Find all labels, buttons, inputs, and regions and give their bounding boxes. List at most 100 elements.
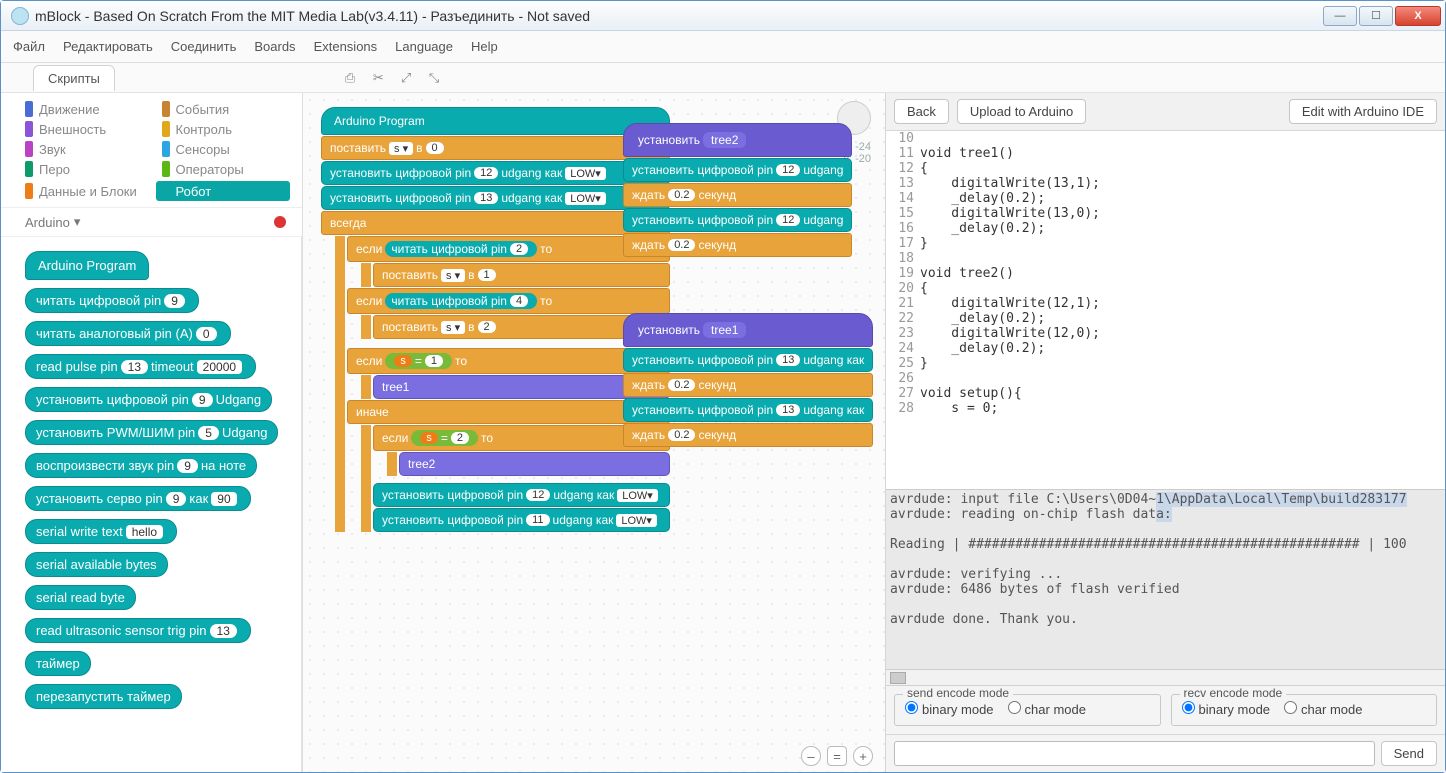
console-scrollbar[interactable] — [886, 669, 1445, 685]
block-palette[interactable]: Arduino Program читать цифровой pin 9 чит… — [1, 237, 302, 772]
palette-block[interactable]: воспроизвести звук pin 9 на ноте — [25, 453, 257, 478]
close-button[interactable]: X — [1395, 6, 1441, 26]
category-данные и блоки[interactable]: Данные и Блоки — [25, 181, 154, 201]
scrollbar-thumb[interactable] — [890, 672, 906, 684]
code-line[interactable]: 20{ — [886, 281, 1445, 296]
send-char-radio[interactable]: char mode — [1008, 701, 1086, 717]
category-перо[interactable]: Перо — [25, 161, 154, 177]
palette-block[interactable]: serial read byte — [25, 585, 136, 610]
palette-block[interactable]: Arduino Program — [25, 251, 149, 280]
category-операторы[interactable]: Операторы — [162, 161, 291, 177]
category-контроль[interactable]: Контроль — [162, 121, 291, 137]
menu-extensions[interactable]: Extensions — [314, 39, 378, 54]
send-button[interactable]: Send — [1381, 741, 1437, 766]
code-line[interactable]: 12{ — [886, 161, 1445, 176]
category-события[interactable]: События — [162, 101, 291, 117]
category-внешность[interactable]: Внешность — [25, 121, 154, 137]
back-button[interactable]: Back — [894, 99, 949, 124]
block-dp12-low[interactable]: установить цифровой pin12udgang какLOW▾ — [321, 161, 670, 185]
send-input[interactable] — [894, 741, 1375, 766]
block-tree1-dp13b[interactable]: установить цифровой pin13udgang как — [623, 398, 873, 422]
block-set-s-0[interactable]: поставитьs ▾в0 — [321, 136, 670, 160]
menu-file[interactable]: Файл — [13, 39, 45, 54]
category-робот[interactable]: Робот — [156, 181, 291, 201]
shrink-icon[interactable]: ⤡ — [429, 70, 445, 86]
block-dp12-low2[interactable]: установить цифровой pin12udgang какLOW▾ — [373, 483, 670, 507]
code-line[interactable]: 10 — [886, 131, 1445, 146]
code-line[interactable]: 21 digitalWrite(12,1); — [886, 296, 1445, 311]
menu-edit[interactable]: Редактировать — [63, 39, 153, 54]
maximize-button[interactable]: ☐ — [1359, 6, 1393, 26]
menu-connect[interactable]: Соединить — [171, 39, 237, 54]
block-tree1-dp13a[interactable]: установить цифровой pin13udgang как — [623, 348, 873, 372]
upload-button[interactable]: Upload to Arduino — [957, 99, 1086, 124]
edit-ide-button[interactable]: Edit with Arduino IDE — [1289, 99, 1437, 124]
code-line[interactable]: 11void tree1() — [886, 146, 1445, 161]
block-tree2-wait2[interactable]: ждать0.2секунд — [623, 233, 852, 257]
script-canvas[interactable]: x: -24 y: -20 Arduino Program поставитьs… — [303, 93, 885, 772]
block-if-s-eq-1[interactable]: если s=1 то — [347, 348, 670, 374]
stack-tree1[interactable]: установитьtree1 установить цифровой pin1… — [623, 313, 873, 448]
code-line[interactable]: 22 _delay(0.2); — [886, 311, 1445, 326]
menu-help[interactable]: Help — [471, 39, 498, 54]
block-set-s-1[interactable]: поставитьs ▾в1 — [373, 263, 670, 287]
palette-block[interactable]: читать аналоговый pin (A) 0 — [25, 321, 231, 346]
hat-define-tree1[interactable]: установитьtree1 — [623, 313, 873, 347]
code-line[interactable]: 19void tree2() — [886, 266, 1445, 281]
minimize-button[interactable]: — — [1323, 6, 1357, 26]
block-tree1-wait1[interactable]: ждать0.2секунд — [623, 373, 873, 397]
palette-block[interactable]: serial available bytes — [25, 552, 168, 577]
block-tree1-wait2[interactable]: ждать0.2секунд — [623, 423, 873, 447]
palette-block[interactable]: read pulse pin 13 timeout 20000 — [25, 354, 256, 379]
code-line[interactable]: 15 digitalWrite(13,0); — [886, 206, 1445, 221]
code-line[interactable]: 26 — [886, 371, 1445, 386]
grow-icon[interactable]: ⤢ — [401, 70, 417, 86]
block-if-read-pin4[interactable]: если читать цифровой pin4 то — [347, 288, 670, 314]
category-сенсоры[interactable]: Сенсоры — [162, 141, 291, 157]
palette-block[interactable]: установить цифровой pin 9 Udgang — [25, 387, 272, 412]
hat-arduino-program[interactable]: Arduino Program — [321, 107, 670, 135]
hat-define-tree2[interactable]: установитьtree2 — [623, 123, 852, 157]
stack-tree2[interactable]: установитьtree2 установить цифровой pin1… — [623, 123, 852, 258]
block-dp11-low[interactable]: установить цифровой pin11udgang какLOW▾ — [373, 508, 670, 532]
block-if-read-pin2[interactable]: если читать цифровой pin2 то — [347, 236, 670, 262]
recv-char-radio[interactable]: char mode — [1284, 701, 1362, 717]
stack-main[interactable]: Arduino Program поставитьs ▾в0 установит… — [321, 107, 670, 533]
code-line[interactable]: 23 digitalWrite(12,0); — [886, 326, 1445, 341]
zoom-out-button[interactable]: – — [801, 746, 821, 766]
tab-scripts[interactable]: Скрипты — [33, 65, 115, 91]
code-line[interactable]: 13 digitalWrite(13,1); — [886, 176, 1445, 191]
console-output[interactable]: avrdude: input file C:\Users\0D04~1\AppD… — [886, 489, 1445, 669]
code-line[interactable]: 16 _delay(0.2); — [886, 221, 1445, 236]
block-else[interactable]: иначе — [347, 400, 670, 424]
code-line[interactable]: 17} — [886, 236, 1445, 251]
cut-icon[interactable]: ✂ — [373, 70, 389, 86]
zoom-reset-button[interactable]: = — [827, 746, 847, 766]
category-звук[interactable]: Звук — [25, 141, 154, 157]
code-line[interactable]: 18 — [886, 251, 1445, 266]
block-forever[interactable]: всегда — [321, 211, 670, 235]
code-line[interactable]: 27void setup(){ — [886, 386, 1445, 401]
block-call-tree2[interactable]: tree2 — [399, 452, 670, 476]
code-line[interactable]: 25} — [886, 356, 1445, 371]
palette-block[interactable]: установить серво pin 9 как 90 — [25, 486, 251, 511]
code-line[interactable]: 14 _delay(0.2); — [886, 191, 1445, 206]
palette-block[interactable]: перезапустить таймер — [25, 684, 182, 709]
recv-binary-radio[interactable]: binary mode — [1182, 701, 1271, 717]
stamp-icon[interactable]: ⎙ — [345, 70, 361, 86]
block-tree2-wait1[interactable]: ждать0.2секунд — [623, 183, 852, 207]
palette-block[interactable]: читать цифровой pin 9 — [25, 288, 199, 313]
menu-language[interactable]: Language — [395, 39, 453, 54]
titlebar[interactable]: mBlock - Based On Scratch From the MIT M… — [1, 1, 1445, 31]
code-editor[interactable]: 1011void tree1()12{13 digitalWrite(13,1)… — [886, 131, 1445, 489]
palette-block[interactable]: serial write text hello — [25, 519, 177, 544]
code-line[interactable]: 24 _delay(0.2); — [886, 341, 1445, 356]
palette-block[interactable]: read ultrasonic sensor trig pin 13 — [25, 618, 251, 643]
block-tree2-dp12a[interactable]: установить цифровой pin12udgang — [623, 158, 852, 182]
menu-boards[interactable]: Boards — [254, 39, 295, 54]
code-line[interactable]: 28 s = 0; — [886, 401, 1445, 416]
category-движение[interactable]: Движение — [25, 101, 154, 117]
zoom-in-button[interactable]: + — [853, 746, 873, 766]
palette-block[interactable]: таймер — [25, 651, 91, 676]
send-binary-radio[interactable]: binary mode — [905, 701, 994, 717]
